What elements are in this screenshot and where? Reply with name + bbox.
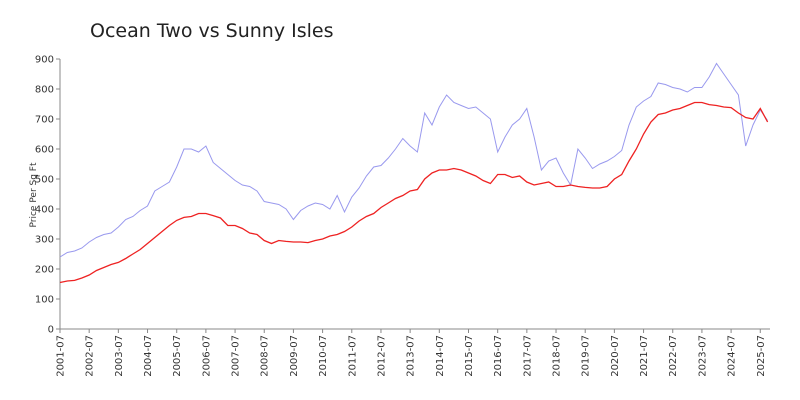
y-tick-label: 100: [35, 295, 54, 306]
x-tick-label: 2024-07: [727, 335, 738, 377]
x-tick-label: 2025-07: [756, 335, 767, 377]
x-tick-label: 2004-07: [143, 335, 154, 377]
x-tick-label: 2011-07: [347, 335, 358, 377]
y-tick-label: 200: [35, 265, 54, 276]
y-tick-label: 800: [35, 85, 54, 96]
series-line: [59, 62, 769, 258]
series-line: [59, 101, 769, 284]
x-tick-label: 2007-07: [231, 335, 242, 377]
x-tick-label: 2002-07: [85, 335, 96, 377]
y-tick-label: 300: [35, 235, 54, 246]
y-tick-label: 600: [35, 145, 54, 156]
x-tick-label: 2015-07: [464, 335, 475, 377]
x-tick-label: 2020-07: [610, 335, 621, 377]
y-tick-label: 0: [48, 325, 54, 336]
y-tick-label: 900: [35, 55, 54, 66]
y-tick-label: 500: [35, 175, 54, 186]
x-tick-label: 2016-07: [493, 335, 504, 377]
x-tick-label: 2018-07: [552, 335, 563, 377]
x-tick-label: 2001-07: [56, 335, 67, 377]
x-tick-label: 2019-07: [581, 335, 592, 377]
x-tick-label: 2010-07: [318, 335, 329, 377]
x-tick-label: 2017-07: [522, 335, 533, 377]
y-tick-label: 700: [35, 115, 54, 126]
x-tick-label: 2005-07: [172, 335, 183, 377]
chart-title: Ocean Two vs Sunny Isles: [90, 20, 334, 42]
x-tick-label: 2008-07: [260, 335, 271, 377]
y-axis-label: Price Per Sq Ft: [29, 162, 39, 227]
x-tick-label: 2021-07: [639, 335, 650, 377]
x-tick-label: 2003-07: [114, 335, 125, 377]
x-tick-label: 2013-07: [406, 335, 417, 377]
x-tick-label: 2009-07: [289, 335, 300, 377]
x-tick-label: 2023-07: [697, 335, 708, 377]
x-tick-label: 2006-07: [201, 335, 212, 377]
x-tick-label: 2014-07: [435, 335, 446, 377]
x-tick-label: 2022-07: [668, 335, 679, 377]
y-tick-label: 400: [35, 205, 54, 216]
x-tick-label: 2012-07: [376, 335, 387, 377]
